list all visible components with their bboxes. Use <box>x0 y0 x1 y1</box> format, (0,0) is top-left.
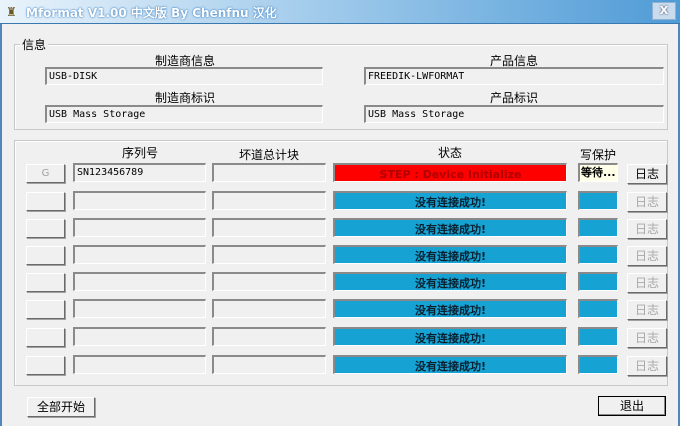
ports-group <box>14 140 668 386</box>
write-protect-field <box>578 272 618 291</box>
port-start-button[interactable] <box>26 356 65 375</box>
write-protect-field <box>578 355 618 374</box>
serial-field[interactable] <box>73 272 206 291</box>
bad-blocks-field[interactable] <box>212 355 326 374</box>
write-protect-field <box>578 218 618 237</box>
write-protect-field <box>578 245 618 264</box>
manufacturer-id-field[interactable]: USB Mass Storage <box>45 105 323 123</box>
window-title: Mformat V1.00 中文版 By Chenfnu 汉化 <box>26 6 277 20</box>
app-icon: ♜ <box>6 5 17 19</box>
product-id-label: 产品标识 <box>489 91 538 105</box>
start-all-button[interactable]: 全部开始 <box>27 397 95 417</box>
log-button[interactable]: 日志 <box>627 192 667 212</box>
serial-header: 序列号 <box>121 146 158 160</box>
port-start-button[interactable] <box>26 328 65 347</box>
product-id-field[interactable]: USB Mass Storage <box>364 105 664 123</box>
serial-field[interactable] <box>73 218 206 237</box>
status-field: 没有连接成功! <box>333 191 567 210</box>
manufacturer-id-label: 制造商标识 <box>154 91 215 105</box>
product-info-label: 产品信息 <box>489 54 538 68</box>
manufacturer-info-label: 制造商信息 <box>154 54 215 68</box>
port-start-button[interactable] <box>26 192 65 211</box>
window-frame <box>0 24 680 426</box>
log-button[interactable]: 日志 <box>627 164 667 184</box>
port-start-button[interactable] <box>26 246 65 265</box>
info-group <box>14 44 668 130</box>
status-field: 没有连接成功! <box>333 299 567 318</box>
log-button[interactable]: 日志 <box>627 273 667 293</box>
status-field: 没有连接成功! <box>333 245 567 264</box>
status-header: 状态 <box>437 146 462 160</box>
serial-field[interactable] <box>73 191 206 210</box>
manufacturer-info-field[interactable]: USB-DISK <box>45 67 323 85</box>
product-info-field[interactable]: FREEDIK-LWFORMAT <box>364 67 664 85</box>
bad-blocks-header: 坏道总计块 <box>238 148 299 162</box>
status-field: 没有连接成功! <box>333 327 567 346</box>
port-start-button[interactable]: G <box>26 164 65 183</box>
write-protect-header: 写保护 <box>579 148 616 162</box>
port-start-button[interactable] <box>26 273 65 292</box>
port-start-button[interactable] <box>26 300 65 319</box>
log-button[interactable]: 日志 <box>627 300 667 320</box>
serial-field[interactable] <box>73 245 206 264</box>
bad-blocks-field[interactable] <box>212 272 326 291</box>
serial-field[interactable] <box>73 355 206 374</box>
serial-field[interactable] <box>73 299 206 318</box>
port-start-button[interactable] <box>26 219 65 238</box>
bad-blocks-field[interactable] <box>212 191 326 210</box>
title-bar[interactable] <box>0 0 680 24</box>
log-button[interactable]: 日志 <box>627 246 667 266</box>
log-button[interactable]: 日志 <box>627 219 667 239</box>
info-group-label: 信息 <box>20 36 49 53</box>
write-protect-field: 等待... <box>578 163 618 182</box>
bad-blocks-field[interactable] <box>212 218 326 237</box>
write-protect-field <box>578 327 618 346</box>
bad-blocks-field[interactable] <box>212 299 326 318</box>
log-button[interactable]: 日志 <box>627 328 667 348</box>
serial-field[interactable]: SN123456789 <box>73 163 206 182</box>
bad-blocks-field[interactable] <box>212 245 326 264</box>
exit-button[interactable]: 退出 <box>598 396 666 416</box>
bad-blocks-field[interactable] <box>212 327 326 346</box>
close-button[interactable]: X <box>652 2 676 20</box>
status-field: 没有连接成功! <box>333 218 567 237</box>
log-button[interactable]: 日志 <box>627 356 667 376</box>
write-protect-field <box>578 299 618 318</box>
serial-field[interactable] <box>73 327 206 346</box>
write-protect-field <box>578 191 618 210</box>
bad-blocks-field[interactable] <box>212 163 326 182</box>
status-field: 没有连接成功! <box>333 355 567 374</box>
status-field: STEP : Device Initialize <box>333 163 567 182</box>
status-field: 没有连接成功! <box>333 272 567 291</box>
